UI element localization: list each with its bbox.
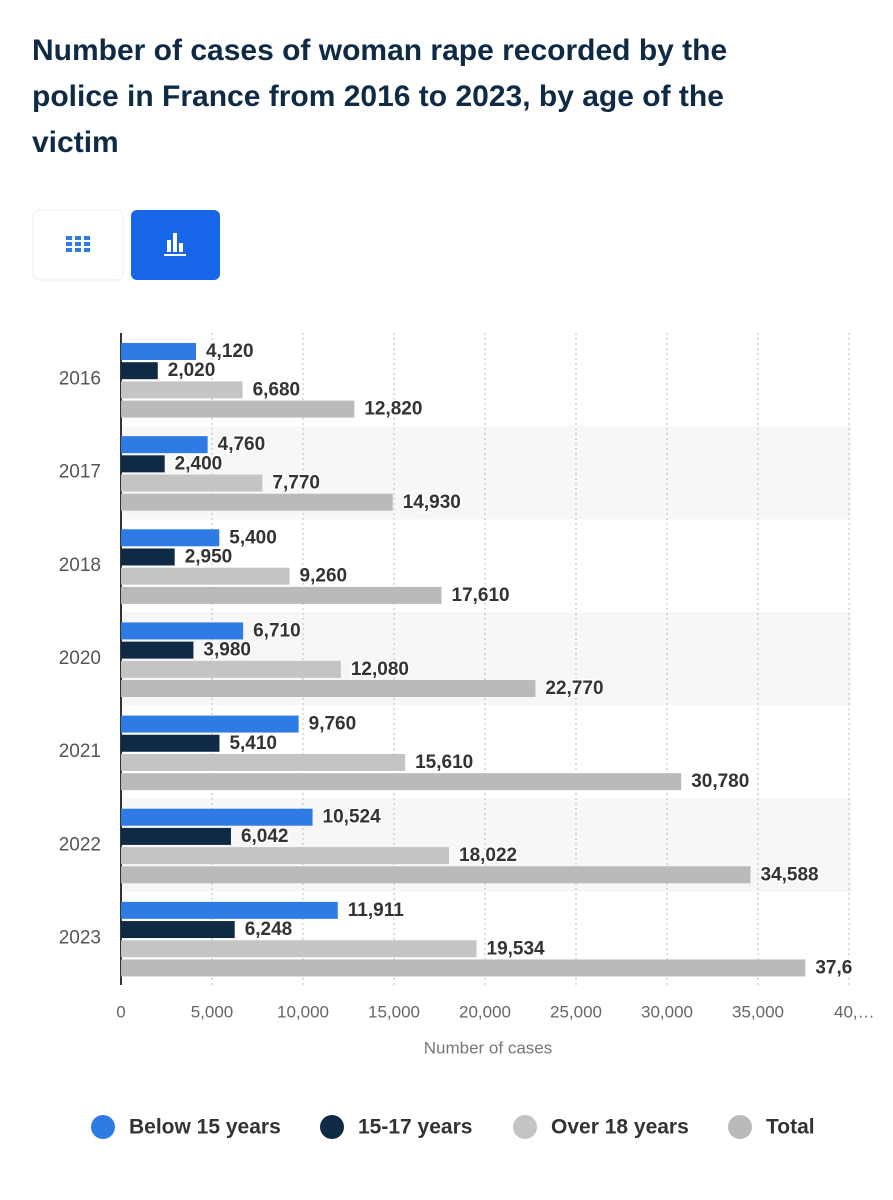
x-tick-label: 40,… [834,1002,875,1021]
y-tick-label: 2023 [59,927,101,948]
data-label: 37,6 [815,957,852,978]
data-label: 2,400 [175,453,223,474]
bar [121,715,299,733]
data-label: 9,760 [309,714,357,735]
y-tick-label: 2016 [59,369,101,390]
bar [121,436,208,454]
bar [121,400,355,418]
chart-title: police in France from 2016 to 2023, by a… [32,80,724,113]
bar [121,680,536,698]
bar [121,660,341,678]
legend-swatch [513,1115,537,1139]
data-label: 2,950 [185,547,233,568]
bar [121,622,244,640]
data-label: 17,610 [452,585,510,606]
legend-label: Below 15 years [129,1116,281,1139]
data-label: 11,911 [348,900,404,921]
bar [121,827,231,845]
y-tick-label: 2021 [59,741,101,762]
bar [121,641,194,659]
chart-title: Number of cases of woman rape recorded b… [32,34,727,67]
legend-label: Over 18 years [551,1116,689,1139]
bar [121,548,175,566]
data-label: 18,022 [459,845,517,866]
bar [121,808,313,826]
x-tick-label: 0 [116,1002,125,1021]
data-label: 30,780 [691,771,749,792]
data-label: 6,248 [245,919,293,940]
x-tick-label: 35,000 [732,1002,784,1021]
legend-swatch [320,1115,344,1139]
data-label: 7,770 [272,473,320,494]
bar [121,474,263,492]
y-tick-label: 2018 [59,555,101,576]
bar [121,921,235,939]
data-label: 34,588 [761,864,819,885]
y-tick-label: 2022 [59,834,101,855]
data-label: 22,770 [545,678,603,699]
chart-icon [164,233,186,256]
bar [121,847,450,865]
data-label: 9,260 [300,566,348,587]
data-label: 19,534 [487,938,546,959]
y-tick-label: 2017 [59,462,101,483]
bar [121,773,682,791]
bar [121,493,393,511]
x-axis-label: Number of cases [424,1038,553,1057]
bar [121,734,220,752]
data-label: 12,080 [351,659,409,680]
bar [121,362,158,380]
x-tick-label: 25,000 [550,1002,602,1021]
bar [121,455,165,473]
data-label: 2,020 [168,360,216,381]
bar [121,567,290,585]
bar [121,586,442,604]
chart-title: victim [32,126,119,159]
bar [121,753,406,771]
bar [121,381,243,399]
table-icon [66,236,90,252]
bar [121,940,477,958]
x-tick-label: 10,000 [277,1002,329,1021]
bar [121,866,751,884]
legend-swatch [91,1115,115,1139]
bar [121,959,806,977]
data-label: 5,410 [229,733,277,754]
data-label: 15,610 [415,752,473,773]
data-label: 4,120 [206,341,254,362]
data-label: 12,820 [364,399,422,420]
data-label: 14,930 [403,492,461,513]
bar [121,901,338,919]
data-label: 4,760 [218,434,266,455]
data-label: 5,400 [229,527,277,548]
data-label: 6,042 [241,826,289,847]
legend-label: Total [766,1116,815,1139]
bar [121,343,196,360]
legend-label: 15-17 years [358,1116,472,1139]
data-label: 3,980 [203,640,251,661]
x-tick-label: 20,000 [459,1002,511,1021]
legend-swatch [728,1115,752,1139]
y-tick-label: 2020 [59,648,101,669]
x-tick-label: 5,000 [191,1002,234,1021]
data-label: 6,710 [253,620,301,641]
x-tick-label: 30,000 [641,1002,693,1021]
view-buttons [32,209,220,281]
data-label: 6,680 [253,379,301,400]
bar [121,529,220,547]
x-tick-label: 15,000 [368,1002,420,1021]
data-label: 10,524 [323,807,382,828]
